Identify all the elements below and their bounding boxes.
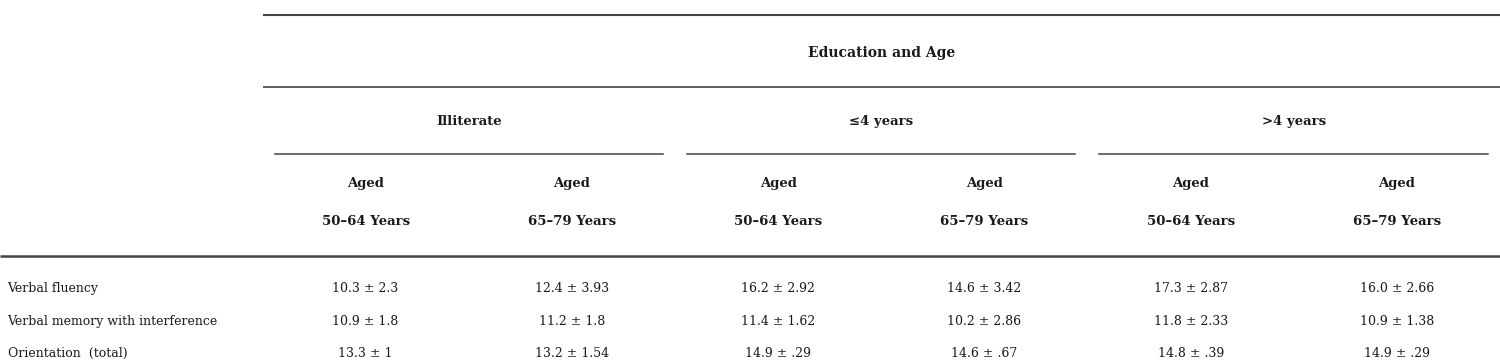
Text: 14.9 ± .29: 14.9 ± .29	[746, 347, 812, 360]
Text: Aged: Aged	[346, 177, 384, 190]
Text: 16.0 ± 2.66: 16.0 ± 2.66	[1359, 282, 1434, 295]
Text: Aged: Aged	[1172, 177, 1209, 190]
Text: 13.3 ± 1: 13.3 ± 1	[339, 347, 393, 360]
Text: 10.2 ± 2.86: 10.2 ± 2.86	[948, 315, 1022, 328]
Text: >4 years: >4 years	[1262, 115, 1326, 128]
Text: 13.2 ± 1.54: 13.2 ± 1.54	[536, 347, 609, 360]
Text: Aged: Aged	[759, 177, 796, 190]
Text: 14.6 ± .67: 14.6 ± .67	[951, 347, 1017, 360]
Text: Verbal fluency: Verbal fluency	[8, 282, 99, 295]
Text: 50–64 Years: 50–64 Years	[321, 215, 410, 228]
Text: 11.4 ± 1.62: 11.4 ± 1.62	[741, 315, 815, 328]
Text: ≤4 years: ≤4 years	[849, 115, 914, 128]
Text: 14.6 ± 3.42: 14.6 ± 3.42	[948, 282, 1022, 295]
Text: Aged: Aged	[1378, 177, 1416, 190]
Text: 14.9 ± .29: 14.9 ± .29	[1364, 347, 1430, 360]
Text: 14.8 ± .39: 14.8 ± .39	[1158, 347, 1224, 360]
Text: 10.3 ± 2.3: 10.3 ± 2.3	[333, 282, 399, 295]
Text: 10.9 ± 1.38: 10.9 ± 1.38	[1359, 315, 1434, 328]
Text: Verbal memory with interference: Verbal memory with interference	[8, 315, 217, 328]
Text: 65–79 Years: 65–79 Years	[940, 215, 1029, 228]
Text: 65–79 Years: 65–79 Years	[1353, 215, 1442, 228]
Text: 50–64 Years: 50–64 Years	[734, 215, 822, 228]
Text: Education and Age: Education and Age	[807, 46, 956, 60]
Text: Orientation  (total): Orientation (total)	[8, 347, 128, 360]
Text: 65–79 Years: 65–79 Years	[528, 215, 616, 228]
Text: 50–64 Years: 50–64 Years	[1146, 215, 1234, 228]
Text: 12.4 ± 3.93: 12.4 ± 3.93	[536, 282, 609, 295]
Text: Illiterate: Illiterate	[436, 115, 501, 128]
Text: 10.9 ± 1.8: 10.9 ± 1.8	[333, 315, 399, 328]
Text: 17.3 ± 2.87: 17.3 ± 2.87	[1154, 282, 1227, 295]
Text: 11.8 ± 2.33: 11.8 ± 2.33	[1154, 315, 1227, 328]
Text: Aged: Aged	[554, 177, 591, 190]
Text: 11.2 ± 1.8: 11.2 ± 1.8	[538, 315, 604, 328]
Text: Aged: Aged	[966, 177, 1004, 190]
Text: 16.2 ± 2.92: 16.2 ± 2.92	[741, 282, 815, 295]
